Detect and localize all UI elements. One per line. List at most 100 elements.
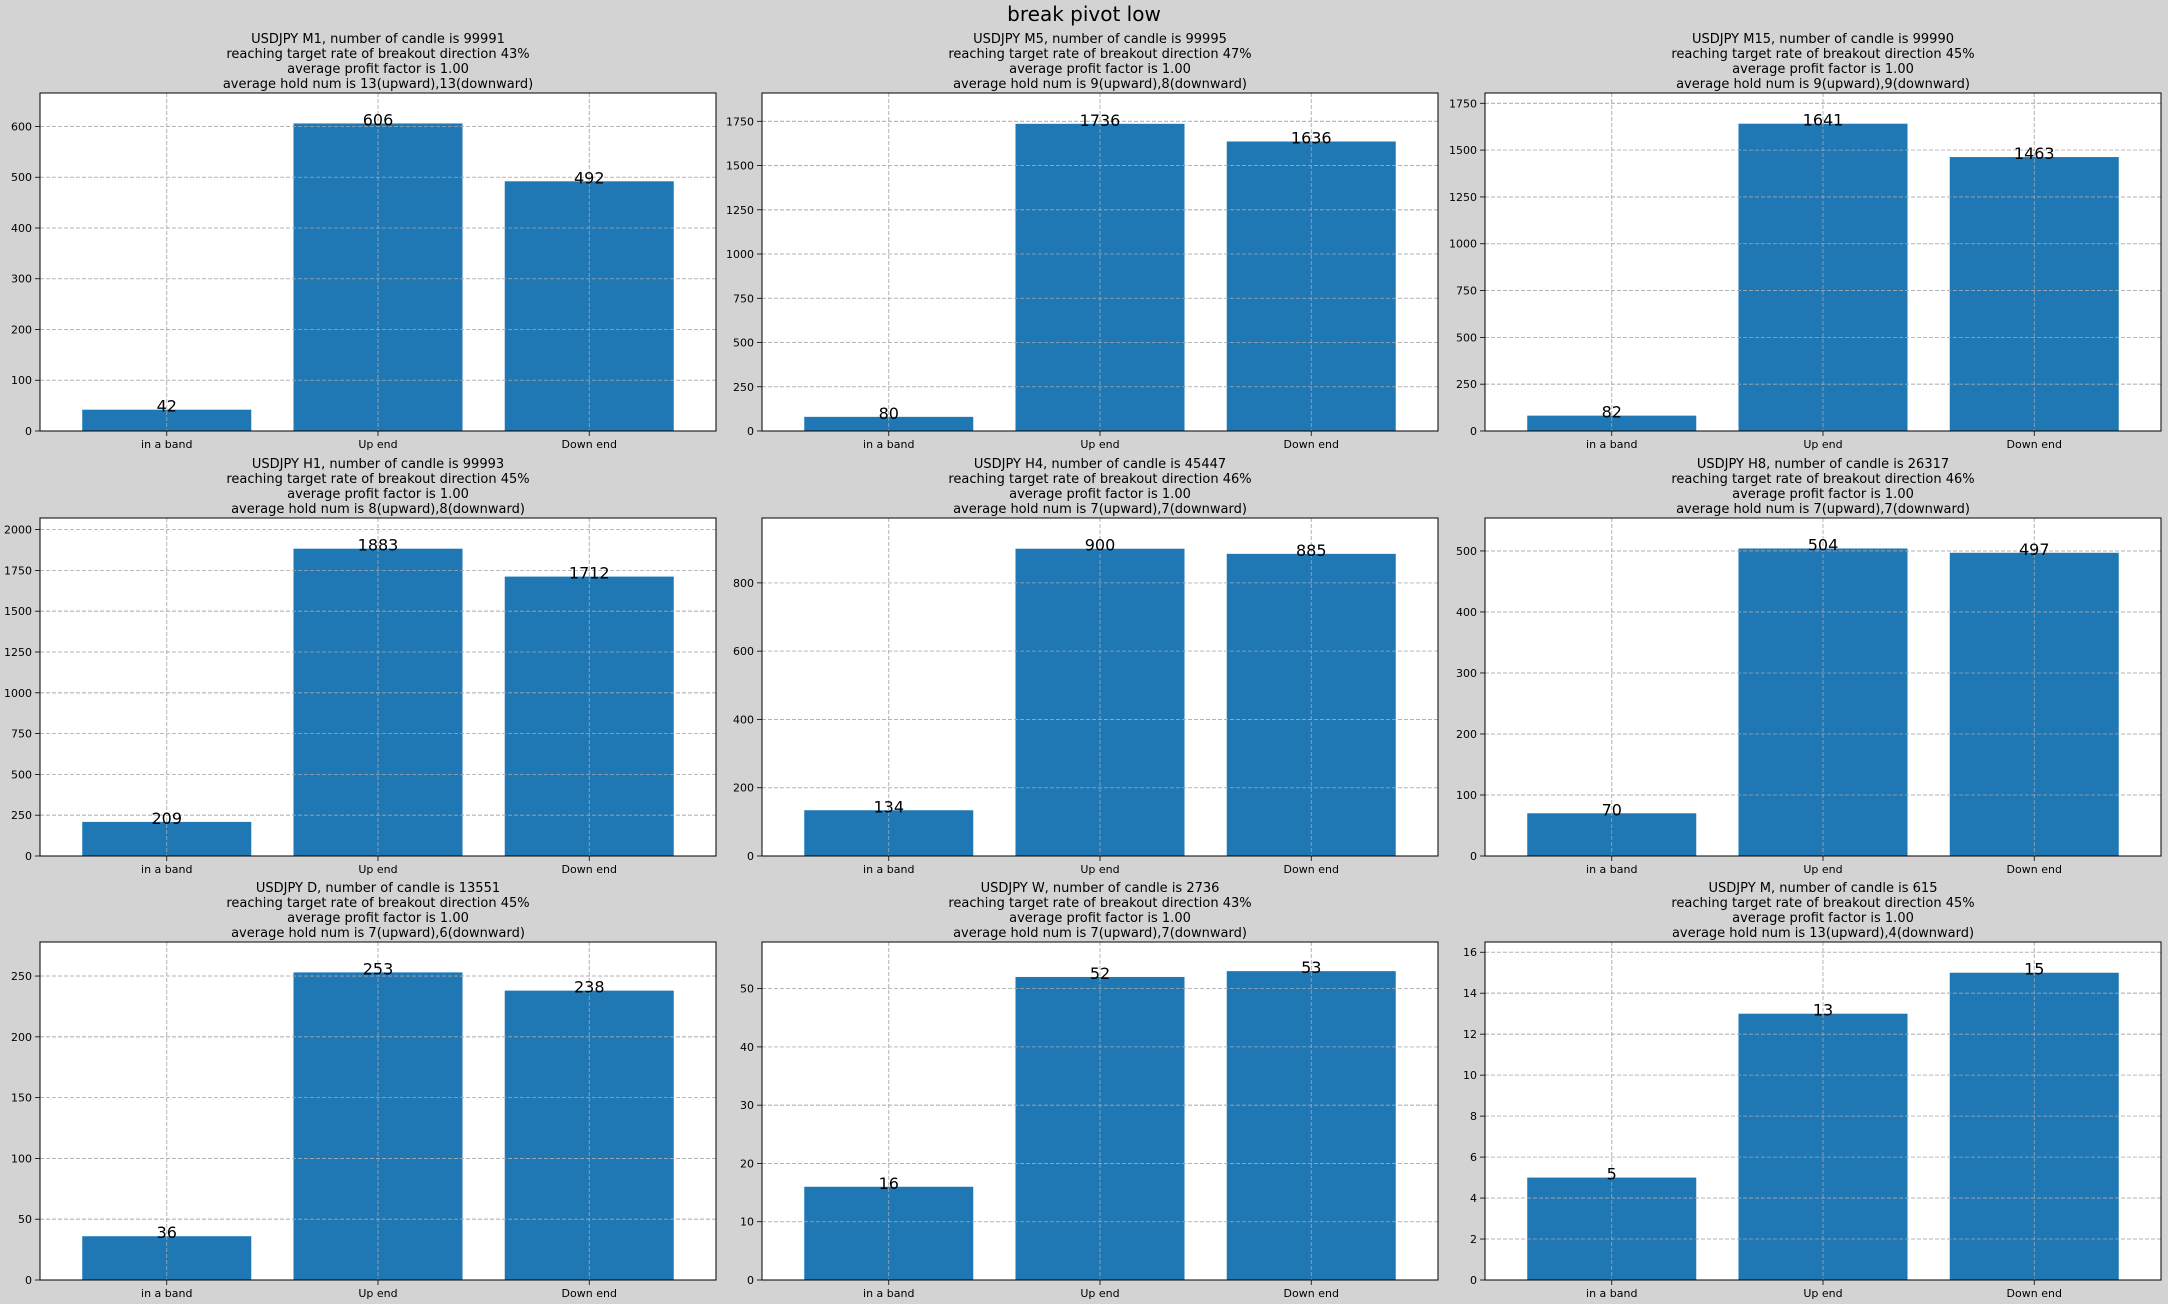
subplot-title-line: average hold num is 7(upward),7(downward… xyxy=(953,926,1247,941)
subplot-title-line: average profit factor is 1.00 xyxy=(1732,487,1914,502)
y-tick-label: 40 xyxy=(740,1041,754,1054)
subplot-title-line: USDJPY W, number of candle is 2736 xyxy=(981,881,1220,896)
y-tick-label: 0 xyxy=(747,850,754,863)
subplot-7: USDJPY D, number of candle is 13551reach… xyxy=(11,881,717,1300)
x-tick-label: in a band xyxy=(1586,438,1637,451)
y-tick-label: 500 xyxy=(733,337,754,350)
y-tick-label: 8 xyxy=(1470,1110,1477,1123)
y-tick-label: 4 xyxy=(1470,1192,1477,1205)
axes-frame xyxy=(39,941,717,1281)
x-tick-label: in a band xyxy=(141,438,192,451)
x-tick-label: in a band xyxy=(141,1287,192,1300)
subplot-title-line: USDJPY H4, number of candle is 45447 xyxy=(974,457,1226,472)
y-tick-label: 300 xyxy=(11,273,32,286)
y-tick-label: 0 xyxy=(1470,1274,1477,1287)
y-tick-label: 1250 xyxy=(1449,191,1477,204)
x-tick-label: Down end xyxy=(2007,1287,2062,1300)
y-tick-label: 750 xyxy=(11,728,32,741)
bar-value-label: 13 xyxy=(1813,1001,1833,1020)
x-tick-label: in a band xyxy=(141,863,192,876)
subplot-4: USDJPY H1, number of candle is 99993reac… xyxy=(4,457,717,876)
y-tick-label: 10 xyxy=(1463,1069,1477,1082)
bar-value-label: 900 xyxy=(1085,536,1116,555)
y-tick-label: 20 xyxy=(740,1157,754,1170)
subplot-title-line: reaching target rate of breakout directi… xyxy=(226,472,529,487)
subplot-8: USDJPY W, number of candle is 2736reachi… xyxy=(740,881,1439,1300)
subplot-title-line: USDJPY M5, number of candle is 99995 xyxy=(973,32,1227,47)
x-tick-label: Up end xyxy=(358,438,397,451)
y-tick-label: 600 xyxy=(733,645,754,658)
bar-value-label: 82 xyxy=(1602,403,1622,422)
y-tick-label: 1000 xyxy=(4,687,32,700)
axes-frame xyxy=(39,92,717,432)
y-tick-label: 200 xyxy=(733,782,754,795)
bar-value-label: 36 xyxy=(157,1223,177,1242)
subplot-2: USDJPY M5, number of candle is 99995reac… xyxy=(726,32,1439,451)
subplot-title-line: average profit factor is 1.00 xyxy=(287,911,469,926)
bar-value-label: 209 xyxy=(151,809,182,828)
axes-frame xyxy=(761,92,1439,432)
subplot-title-line: average hold num is 9(upward),9(downward… xyxy=(1676,77,1970,92)
y-tick-label: 0 xyxy=(25,850,32,863)
bar-value-label: 1463 xyxy=(2014,144,2055,163)
y-tick-label: 200 xyxy=(11,323,32,336)
x-tick-label: in a band xyxy=(863,863,914,876)
x-tick-label: Down end xyxy=(1284,863,1339,876)
y-tick-label: 750 xyxy=(733,292,754,305)
y-tick-label: 250 xyxy=(1456,378,1477,391)
x-tick-label: Down end xyxy=(2007,438,2062,451)
x-tick-label: Up end xyxy=(1080,863,1119,876)
subplot-title-line: average hold num is 7(upward),6(downward… xyxy=(231,926,525,941)
y-tick-label: 1500 xyxy=(4,605,32,618)
bar-value-label: 134 xyxy=(873,797,904,816)
bar-value-label: 253 xyxy=(363,959,394,978)
y-tick-label: 800 xyxy=(733,577,754,590)
y-tick-label: 250 xyxy=(733,381,754,394)
y-tick-label: 0 xyxy=(25,425,32,438)
subplot-title-line: reaching target rate of breakout directi… xyxy=(1671,472,1974,487)
subplot-title-line: USDJPY D, number of candle is 13551 xyxy=(256,881,500,896)
x-tick-label: Up end xyxy=(358,863,397,876)
subplot-title-line: reaching target rate of breakout directi… xyxy=(948,896,1251,911)
bar-value-label: 492 xyxy=(574,168,605,187)
y-tick-label: 1000 xyxy=(1449,238,1477,251)
bar-value-label: 5 xyxy=(1607,1165,1617,1184)
bar-value-label: 16 xyxy=(879,1174,899,1193)
y-tick-label: 250 xyxy=(11,970,32,983)
y-tick-label: 1500 xyxy=(726,160,754,173)
x-tick-label: in a band xyxy=(863,1287,914,1300)
y-tick-label: 100 xyxy=(11,1152,32,1165)
y-tick-label: 1750 xyxy=(4,564,32,577)
subplot-title-line: average profit factor is 1.00 xyxy=(1009,911,1191,926)
x-tick-label: Up end xyxy=(358,1287,397,1300)
subplot-title-line: average profit factor is 1.00 xyxy=(287,487,469,502)
x-tick-label: Down end xyxy=(1284,438,1339,451)
subplot-3: USDJPY M15, number of candle is 99990rea… xyxy=(1449,32,2162,451)
y-tick-label: 200 xyxy=(11,1031,32,1044)
bar-value-label: 1712 xyxy=(569,564,610,583)
bar-value-label: 53 xyxy=(1301,958,1321,977)
subplot-title-line: average hold num is 13(upward),4(downwar… xyxy=(1672,926,1974,941)
bar-value-label: 42 xyxy=(157,397,177,416)
subplot-9: USDJPY M, number of candle is 615reachin… xyxy=(1463,881,2162,1300)
y-tick-label: 1750 xyxy=(726,115,754,128)
bar-value-label: 80 xyxy=(879,404,899,423)
axes-frame xyxy=(1484,517,2162,857)
subplot-title-line: reaching target rate of breakout directi… xyxy=(948,472,1251,487)
bar-value-label: 1883 xyxy=(358,536,399,555)
subplot-title-line: USDJPY M, number of candle is 615 xyxy=(1709,881,1938,896)
y-tick-label: 1250 xyxy=(726,204,754,217)
y-tick-label: 200 xyxy=(1456,728,1477,741)
bar-value-label: 1641 xyxy=(1803,111,1844,130)
y-tick-label: 1250 xyxy=(4,646,32,659)
axes-frame xyxy=(1484,92,2162,432)
y-tick-label: 500 xyxy=(1456,331,1477,344)
subplot-title-line: average profit factor is 1.00 xyxy=(1009,62,1191,77)
y-tick-label: 1000 xyxy=(726,248,754,261)
y-tick-label: 1500 xyxy=(1449,144,1477,157)
subplot-title-line: average profit factor is 1.00 xyxy=(1009,487,1191,502)
bar-value-label: 504 xyxy=(1808,536,1839,555)
y-tick-label: 600 xyxy=(11,120,32,133)
x-tick-label: Up end xyxy=(1803,863,1842,876)
subplot-title-line: average hold num is 13(upward),13(downwa… xyxy=(223,77,533,92)
